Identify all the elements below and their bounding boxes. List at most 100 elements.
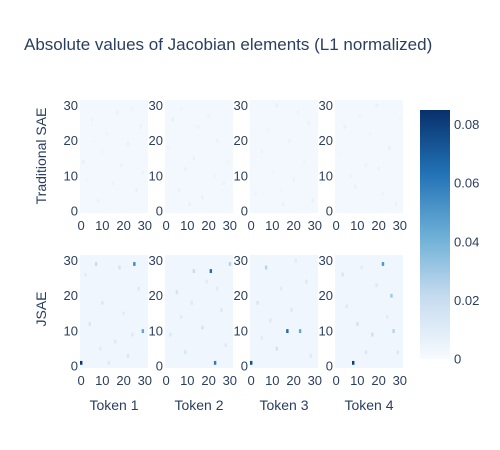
x-tick-label: 0 [247,373,254,388]
y-tick-label: 20 [234,133,248,148]
heatmap-cell [201,325,204,330]
heatmap-cell [179,315,183,319]
column-labels: Token 1 Token 2 Token 3 Token 4 [89,397,393,413]
heatmap-cell [369,131,372,136]
heatmap-cell [120,163,123,168]
y-tick-label: 10 [234,168,248,183]
colorbar-ticks: 0 0.02 0.04 0.06 0.08 [454,117,479,366]
heatmap-cell [167,145,170,150]
heatmap-cell [224,343,227,348]
row-label-traditional-sae: Traditional SAE [33,108,49,205]
heatmap-cell [122,311,125,316]
heatmap-cell [209,269,213,273]
heatmap-cell [190,300,193,305]
heatmap-cell [375,103,378,108]
heatmap-traditional-sae-token-2 [165,100,233,213]
y-tick-label: 30 [234,253,248,268]
column-label-token-3: Token 3 [259,397,308,413]
column-label-token-1: Token 1 [89,397,138,413]
heatmap-cell [343,124,346,129]
row-label-jsae: JSAE [33,291,49,326]
heatmap-background [165,255,233,368]
heatmap-traditional-sae-token-4 [335,100,403,213]
x-tick-label: 0 [77,218,84,233]
heatmap-cell [188,202,191,207]
x-tick-label: 30 [223,373,237,388]
heatmap-background [80,255,148,368]
heatmap-cell [84,272,87,277]
y-tick-label: 10 [319,323,333,338]
heatmap-cell [137,286,140,291]
heatmap-cell [354,184,357,189]
y-tick-label: 20 [149,288,163,303]
heatmap-cell [296,110,300,115]
y-tick-label: 10 [149,168,163,183]
x-tick-label: 10 [265,218,279,233]
y-tick-label: 0 [156,204,163,219]
colorbar-tick-label: 0.04 [454,234,479,249]
x-tick-label: 20 [286,218,300,233]
heatmap-cell [260,336,264,341]
heatmap-cell [226,160,230,164]
heatmap-cell [364,163,368,168]
colorbar-tick-label: 0.08 [454,117,479,132]
heatmap-cell [364,350,368,355]
heatmap-jsae-token-2 [165,255,233,368]
heatmap-cell [80,360,83,365]
colorbar: 0 0.02 0.04 0.06 0.08 [420,110,479,367]
heatmap-cell [94,262,98,266]
heatmap-cell [275,346,278,351]
x-tick-label: 0 [162,218,169,233]
y-tick-label: 0 [241,204,248,219]
y-tick-label: 20 [149,133,163,148]
heatmap-cell [381,262,385,266]
heatmap-background [335,100,403,213]
x-tick-label: 0 [247,218,254,233]
y-tick-label: 20 [64,288,78,303]
x-tick-label: 20 [116,373,130,388]
y-tick-label: 30 [319,98,333,113]
heatmap-cell [386,315,389,319]
heatmap-panels: 0010102020303000101020203030001010202030… [64,98,408,388]
heatmap-cell [264,265,268,270]
heatmap-cell [107,360,111,365]
y-tick-label: 20 [64,133,78,148]
heatmap-background [165,100,233,213]
heatmap-traditional-sae-token-3 [250,100,318,213]
y-tick-label: 30 [319,253,333,268]
x-tick-label: 10 [350,218,364,233]
heatmap-cell [97,198,100,203]
x-tick-label: 0 [162,373,169,388]
y-tick-label: 30 [149,98,163,113]
heatmap-cell [216,286,219,291]
colorbar-tick-label: 0.06 [454,176,479,191]
y-tick-label: 30 [64,98,78,113]
heatmap-cell [381,191,385,196]
heatmap-cell [101,149,104,154]
heatmap-cell [111,181,115,186]
heatmap-cell [184,167,187,171]
heatmap-cell [213,174,217,178]
x-tick-label: 20 [201,373,215,388]
colorbar-tick-label: 0.02 [454,293,479,308]
heatmap-cell [99,346,102,351]
heatmap-cell [279,286,283,291]
y-tick-label: 10 [149,323,163,338]
heatmap-cell [118,265,121,270]
y-tick-label: 20 [319,288,333,303]
heatmap-cell [260,149,264,154]
x-tick-label: 20 [201,218,215,233]
heatmap-cell [288,138,291,143]
y-tick-label: 0 [326,359,333,374]
y-tick-label: 10 [319,168,333,183]
heatmap-cell [358,114,361,118]
heatmap-cell [254,191,257,196]
heatmap-cell [307,121,310,126]
x-tick-label: 10 [95,373,109,388]
heatmap-cell [250,360,253,365]
heatmap-cell [105,131,108,136]
y-tick-label: 10 [234,323,248,338]
heatmap-background [250,255,318,368]
y-tick-label: 30 [234,98,248,113]
